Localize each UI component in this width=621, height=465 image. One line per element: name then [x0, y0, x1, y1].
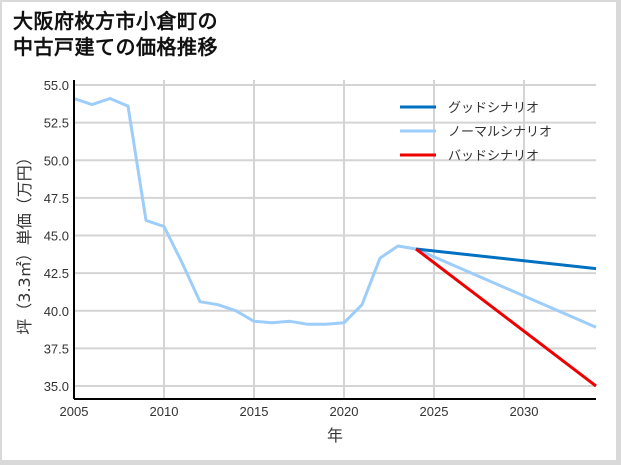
chart-frame — [2, 2, 616, 460]
chart-title: 大阪府枚方市小倉町の 中古戸建ての価格推移 — [13, 8, 218, 60]
series-line — [73, 97, 597, 329]
y-tick-label: 50.0 — [44, 153, 69, 168]
axes — [73, 80, 596, 400]
y-tick-label: 40.0 — [44, 304, 69, 319]
y-tick-label: 35.0 — [44, 379, 69, 394]
x-tick-label: 2020 — [330, 404, 359, 419]
x-tick-label: 2015 — [240, 404, 269, 419]
y-tick-label: 45.0 — [44, 229, 69, 244]
grid-lines — [74, 80, 596, 399]
title-line-1: 大阪府枚方市小倉町の — [13, 9, 218, 33]
y-tick-label: 52.5 — [44, 116, 69, 131]
y-tick-label: 42.5 — [44, 266, 69, 281]
x-tick-label: 2005 — [60, 404, 89, 419]
y-tick-label: 55.0 — [44, 78, 69, 93]
series-line — [415, 247, 597, 388]
x-tick-label: 2030 — [510, 404, 539, 419]
title-line-2: 中古戸建ての価格推移 — [13, 35, 218, 59]
x-tick-labels: 2005 2010 2015 2020 2025 2030 — [60, 404, 539, 419]
series-line — [415, 247, 597, 271]
x-tick-label: 2010 — [150, 404, 179, 419]
data-lines — [73, 97, 597, 388]
y-axis-label: 坪（3.3㎡）単価（万円） — [15, 149, 34, 334]
legend-label: グッドシナリオ — [448, 101, 539, 116]
y-tick-label: 37.5 — [44, 341, 69, 356]
y-tick-label: 47.5 — [44, 191, 69, 206]
y-tick-labels: 35.0 37.5 40.0 42.5 45.0 47.5 50.0 52.5 55.0 — [44, 78, 69, 394]
legend-label: バッドシナリオ — [448, 149, 539, 164]
x-tick-label: 2025 — [420, 404, 449, 419]
x-axis-label: 年 — [327, 426, 343, 445]
legend-label: ノーマルシナリオ — [448, 125, 552, 140]
